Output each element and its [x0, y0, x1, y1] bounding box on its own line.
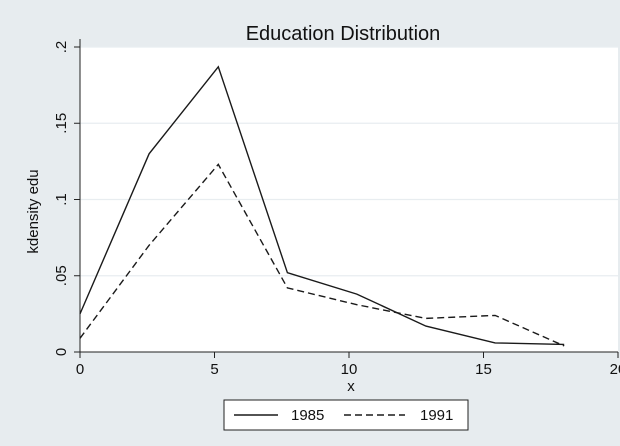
series-line-1985 — [79, 65, 565, 346]
legend-label-1991: 1991 — [420, 407, 453, 424]
y-axis-title: kdensity edu — [25, 169, 42, 253]
legend-label-1985: 1985 — [291, 407, 324, 424]
axes: 0 5 10 15 20 0 .05 .1 .15 .2 — [53, 39, 620, 378]
y-tick-label: .1 — [53, 193, 70, 206]
series-line-1991 — [79, 163, 565, 347]
x-tick-label: 0 — [76, 361, 84, 378]
y-tick-label: .2 — [53, 41, 70, 54]
x-tick-label: 5 — [210, 361, 218, 378]
x-tick-label: 15 — [475, 361, 492, 378]
x-axis-title: x — [347, 378, 355, 395]
x-tick-label: 20 — [610, 361, 620, 378]
gridlines — [80, 46, 618, 277]
legend: 1985 1991 — [223, 399, 469, 431]
chart-title: Education Distribution — [246, 23, 441, 45]
y-tick-label: 0 — [53, 348, 70, 356]
y-tick-label: .15 — [53, 113, 70, 134]
x-tick-label: 10 — [341, 361, 358, 378]
y-tick-label: .05 — [53, 265, 70, 286]
data-series — [79, 65, 565, 347]
